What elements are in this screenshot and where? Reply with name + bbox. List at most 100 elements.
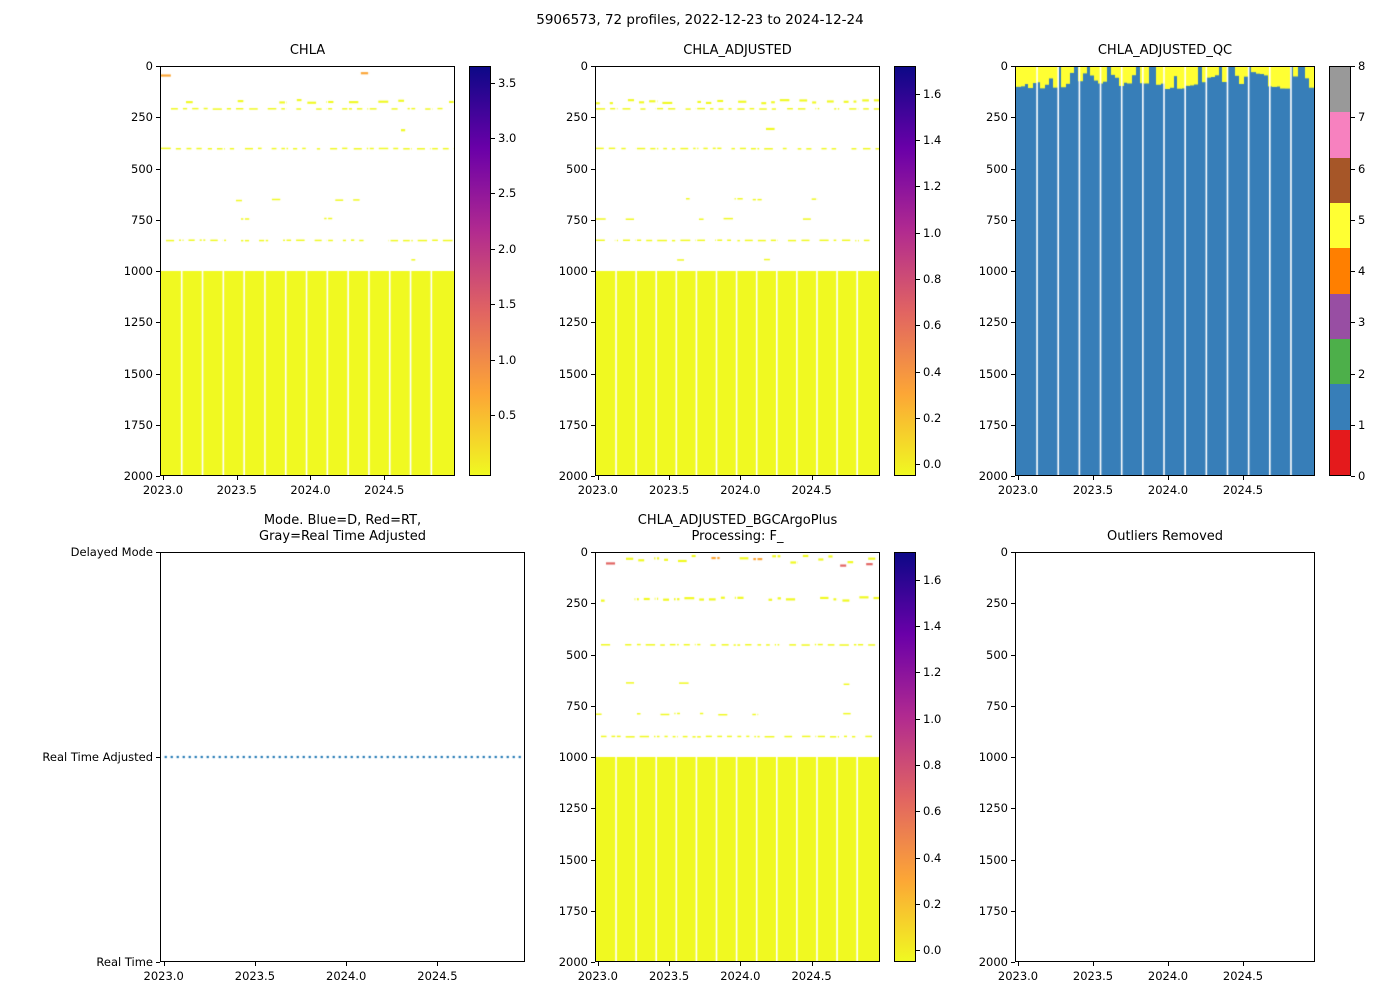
y-category-label: Real Time: [96, 955, 153, 969]
y-tick-mark: [1011, 552, 1015, 553]
y-tick-mark: [591, 322, 595, 324]
y-tick-mark: [591, 424, 595, 426]
colorbar-segment-3: [1330, 293, 1350, 340]
x-tick-mark: [740, 476, 742, 480]
x-tick-mark: [669, 476, 671, 480]
x-tick-label: 2024.5: [1222, 483, 1264, 497]
chla_adjusted_qc-plot-area: [1016, 67, 1314, 475]
x-tick-label: 2023.5: [234, 969, 276, 983]
figure-title: 5906573, 72 profiles, 2022-12-23 to 2024…: [536, 12, 864, 28]
x-tick-mark: [669, 962, 671, 966]
x-tick-mark: [1093, 962, 1094, 966]
y-tick-label: 1000: [978, 750, 1008, 764]
chla-title: CHLA: [289, 43, 326, 58]
colorbar-tick-label: 1.4: [923, 133, 942, 148]
colorbar-segment-6: [1330, 157, 1350, 204]
x-tick-label: 2024.0: [720, 969, 761, 983]
y-tick-label: 750: [566, 698, 588, 713]
colorbar-tick-label: 1.6: [923, 572, 942, 587]
outliers-plot-area: [1016, 553, 1314, 961]
x-tick-label: 2024.0: [1147, 483, 1189, 497]
y-tick-mark: [591, 962, 595, 963]
y-tick-label: 0: [580, 59, 588, 73]
chla-plot-area: [161, 67, 454, 475]
x-tick-label: 2023.0: [997, 969, 1039, 983]
colorbar-tick-label: 3.0: [498, 131, 517, 146]
colorbar-tick-label: 0.2: [923, 411, 942, 426]
colorbar-tick-mark: [916, 811, 920, 813]
y-tick-mark: [1011, 654, 1015, 656]
y-tick-mark: [156, 322, 160, 324]
y-tick-label: 1750: [558, 903, 588, 918]
colorbar-tick-mark: [491, 415, 495, 417]
colorbar-tick-mark: [916, 950, 920, 952]
colorbar-tick-mark: [1351, 373, 1355, 375]
colorbar-tick-mark: [1351, 168, 1355, 170]
y-tick-label: 1500: [123, 366, 153, 381]
mode-title: Mode. Blue=D, Red=RT, Gray=Real Time Adj…: [259, 513, 426, 544]
y-tick-label: 250: [566, 110, 588, 125]
y-tick-label: 1000: [558, 264, 588, 278]
colorbar-tick-label: 1.2: [923, 665, 942, 680]
colorbar-tick-label: 3: [1358, 315, 1366, 330]
y-tick-label: 2000: [978, 469, 1008, 483]
colorbar-tick-mark: [916, 857, 920, 859]
y-tick-mark: [591, 168, 595, 170]
x-tick-mark: [310, 476, 312, 480]
y-tick-label: 1750: [123, 417, 153, 432]
colorbar-tick-mark: [916, 672, 920, 674]
colorbar-tick-mark: [916, 279, 920, 281]
x-tick-mark: [1018, 476, 1019, 480]
y-tick-mark: [156, 117, 160, 119]
x-tick-mark: [811, 476, 813, 480]
colorbar-tick-mark: [491, 248, 495, 250]
colorbar-tick-mark: [916, 186, 920, 188]
y-tick-label: 1750: [978, 417, 1008, 432]
colorbar-tick-mark: [1351, 66, 1355, 67]
y-tick-mark: [1011, 476, 1015, 477]
x-tick-label: 2024.0: [326, 969, 367, 983]
colorbar-tick-label: 0.0: [923, 943, 942, 958]
colorbar-gradient: [895, 67, 915, 475]
colorbar-tick-label: 0.4: [923, 364, 942, 379]
colorbar-tick-mark: [916, 904, 920, 906]
colorbar-tick-label: 1: [1358, 417, 1366, 432]
y-tick-mark: [591, 859, 595, 861]
y-tick-mark: [1011, 962, 1015, 963]
colorbar-tick-label: 2: [1358, 366, 1366, 381]
colorbar-segment-0: [1330, 429, 1350, 475]
colorbar-tick-label: 1.2: [923, 179, 942, 194]
chla_adjusted_qc-title: CHLA_ADJUSTED_QC: [1097, 43, 1233, 58]
y-tick-mark: [1011, 808, 1015, 810]
y-tick-mark: [591, 476, 595, 477]
y-tick-label: 250: [986, 596, 1008, 611]
x-tick-mark: [1243, 476, 1244, 480]
y-tick-mark: [156, 476, 160, 477]
y-tick-label: 2000: [978, 955, 1008, 969]
y-tick-label: 0: [1000, 59, 1008, 73]
y-tick-label: 1500: [978, 366, 1008, 381]
y-tick-label: 1000: [558, 750, 588, 764]
y-tick-mark: [591, 757, 595, 758]
x-tick-label: 2023.5: [648, 969, 690, 983]
colorbar-tick-mark: [916, 718, 920, 720]
y-tick-mark: [591, 66, 595, 67]
colorbar-tick-label: 1.5: [498, 297, 517, 312]
colorbar-tick-mark: [491, 359, 495, 361]
y-tick-label: 1750: [978, 903, 1008, 918]
colorbar-segment-4: [1330, 248, 1350, 294]
colorbar-tick-label: 4: [1358, 264, 1366, 278]
y-tick-label: 1500: [978, 852, 1008, 867]
colorbar-segment-8: [1330, 67, 1350, 113]
colorbar-tick-mark: [1351, 424, 1355, 426]
colorbar-segment-1: [1330, 384, 1350, 430]
y-tick-mark: [591, 603, 595, 605]
x-tick-mark: [811, 962, 813, 966]
colorbar-tick-mark: [1351, 322, 1355, 324]
y-tick-label: 750: [131, 212, 153, 227]
x-tick-label: 2023.5: [648, 483, 690, 497]
y-tick-mark: [156, 552, 160, 553]
x-tick-mark: [597, 476, 599, 480]
colorbar-tick-mark: [916, 140, 920, 142]
